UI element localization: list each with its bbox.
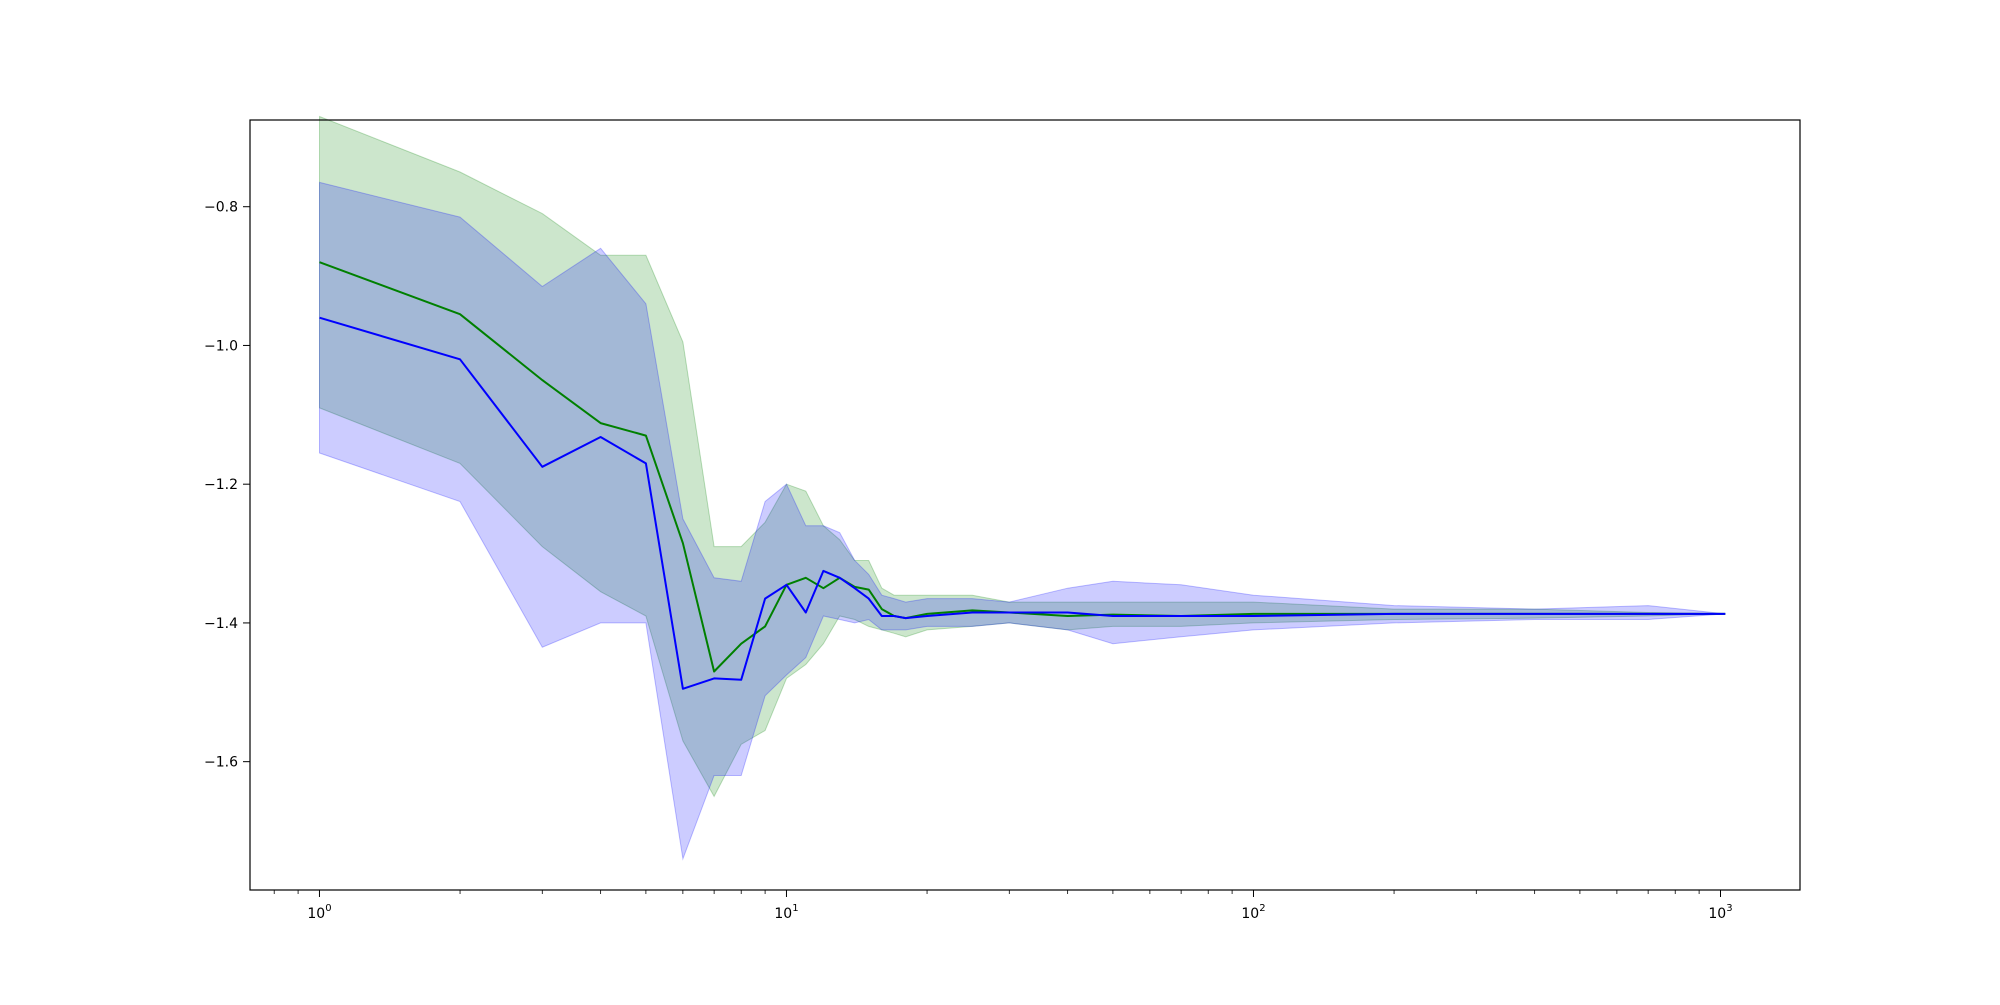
plot-frame [249, 119, 1801, 891]
y-axis: −0.8 −1.0 −1.2 −1.4 −1.6 [204, 200, 250, 771]
x-tick-label: 101 [774, 903, 798, 922]
y-tick-label: −1.4 [204, 616, 238, 632]
y-tick-label: −1.6 [204, 755, 238, 771]
series-2-line [319, 316, 1726, 690]
x-tick-label: 103 [1708, 903, 1732, 922]
x-tick-label: 102 [1241, 903, 1265, 922]
series-2-band [319, 181, 1726, 861]
y-tick-label: −1.2 [204, 477, 238, 493]
series-lines [319, 261, 1726, 690]
y-tick-label: −1.0 [204, 338, 238, 354]
y-tick-label: −0.8 [204, 200, 238, 216]
x-tick-label: 100 [307, 903, 331, 922]
x-axis: 100 101 102 103 [273, 890, 1733, 922]
confidence-bands [319, 115, 1726, 861]
series-1-band [319, 115, 1726, 798]
